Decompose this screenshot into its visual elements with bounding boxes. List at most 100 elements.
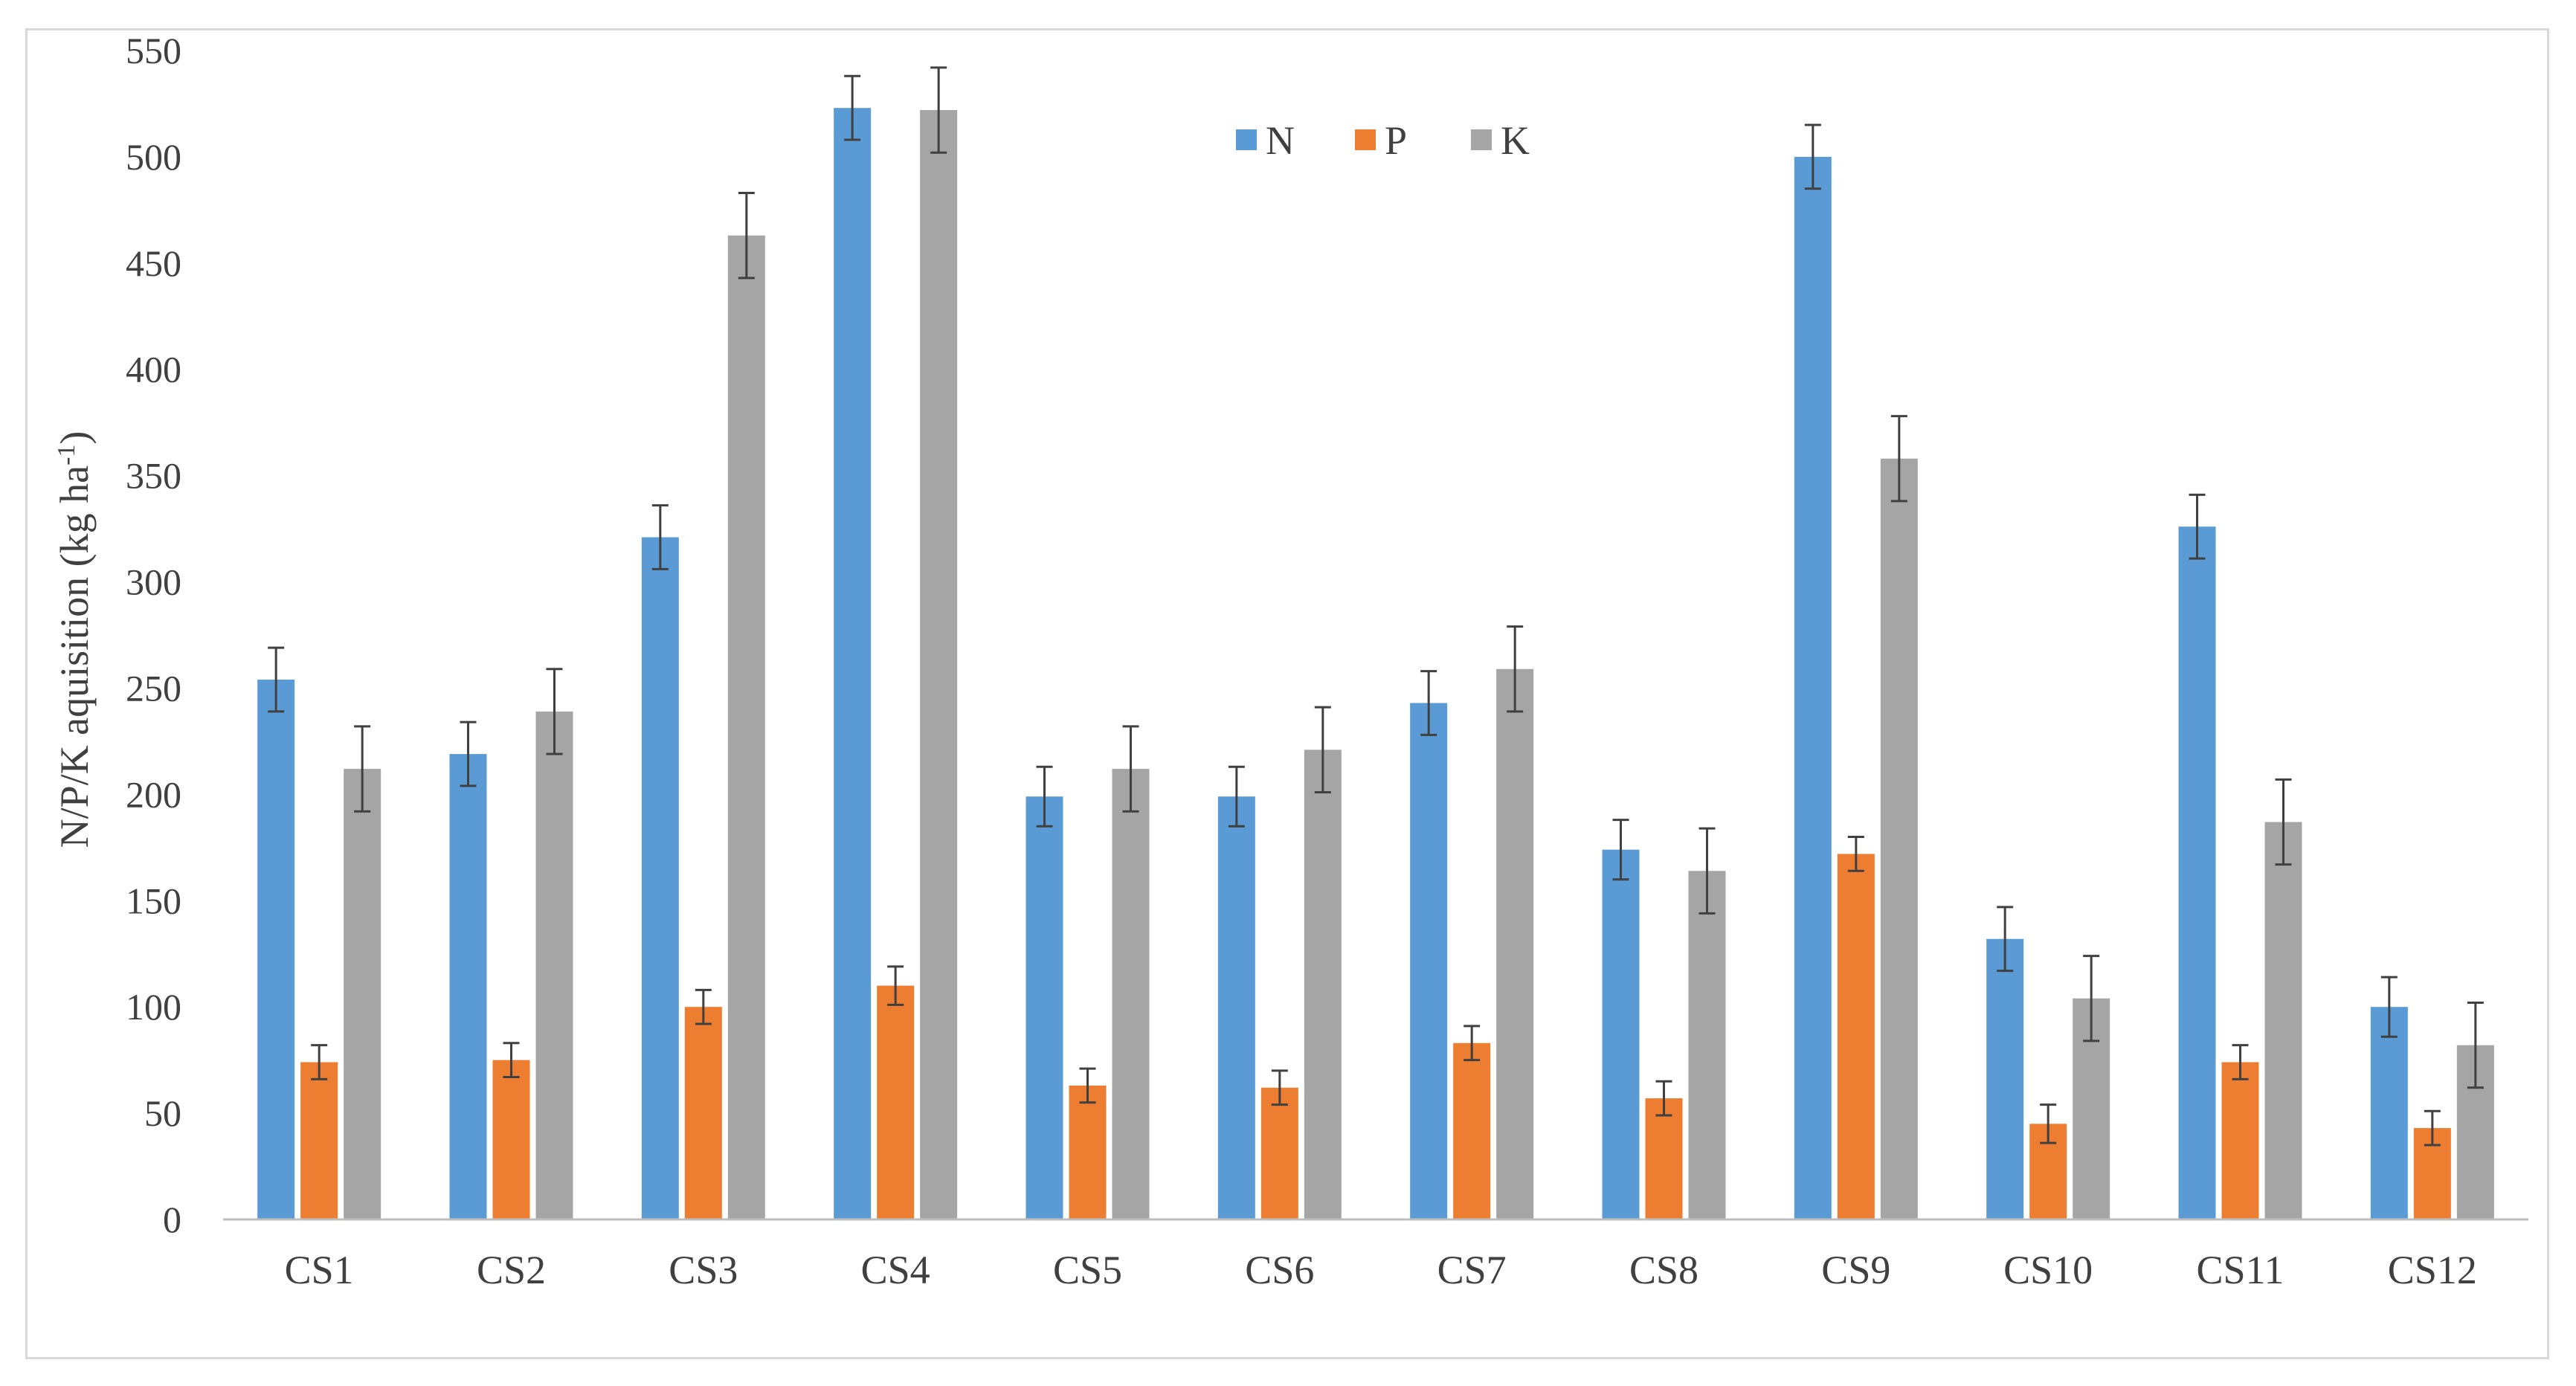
bar-N-CS11 (2178, 526, 2216, 1219)
bar-P-CS1 (300, 1062, 338, 1219)
error-bar-N-CS4 (844, 74, 861, 141)
x-tick-label: CS3 (669, 1248, 738, 1292)
error-bar-K-CS3 (738, 191, 755, 280)
x-tick-label: CS6 (1245, 1248, 1314, 1292)
error-bar-P-CS2 (503, 1042, 520, 1079)
bar-P-CS8 (1645, 1098, 1683, 1219)
legend-item-K: K (1471, 118, 1530, 163)
bar-N-CS1 (257, 680, 295, 1219)
bar-P-CS9 (1837, 854, 1875, 1219)
bars (257, 108, 2494, 1220)
error-bar-K-CS10 (2083, 955, 2100, 1042)
y-tick-label: 250 (126, 667, 181, 709)
error-bar-P-CS6 (1271, 1069, 1288, 1106)
legend-item-P: P (1355, 118, 1407, 163)
x-tick-label: CS1 (285, 1248, 354, 1292)
y-tick-label: 100 (126, 986, 181, 1028)
bar-K-CS3 (727, 235, 765, 1219)
legend-label: P (1385, 118, 1407, 163)
y-tick-label: 400 (126, 349, 181, 390)
x-tick-label: CS5 (1053, 1248, 1122, 1292)
x-tick-label: CS11 (2196, 1248, 2284, 1292)
error-bar-N-CS7 (1420, 670, 1437, 736)
y-axis-label: N/P/K aquisition (kg ha-1) (52, 431, 97, 848)
x-tick-label: CS2 (477, 1248, 546, 1292)
x-tick-label: CS10 (2003, 1248, 2093, 1292)
x-axis-labels: CS1 CS2 CS3 CS4 CS5 CS6 CS7 CS8 CS9 CS10 CS11 CS12 (285, 1248, 2477, 1292)
bar-K-CS9 (1880, 458, 1918, 1219)
bar-K-CS8 (1688, 871, 1726, 1219)
y-axis-label-text: N/P/K aquisition (kg ha (52, 465, 97, 848)
error-bar-K-CS11 (2275, 778, 2292, 866)
bar-P-CS5 (1069, 1085, 1107, 1219)
bar-N-CS9 (1794, 156, 1832, 1220)
error-bar-P-CS5 (1079, 1067, 1096, 1104)
bar-K-CS5 (1112, 769, 1150, 1219)
bar-N-CS12 (2370, 1007, 2408, 1219)
y-tick-label: 450 (126, 242, 181, 284)
legend-label: K (1501, 118, 1530, 163)
error-bar-N-CS9 (1804, 123, 1821, 190)
bar-N-CS8 (1602, 849, 1640, 1219)
error-bars (268, 66, 2484, 1147)
legend-item-N: N (1236, 118, 1295, 163)
error-bar-N-CS2 (460, 721, 477, 787)
error-bar-N-CS1 (268, 646, 285, 713)
error-bar-N-CS6 (1228, 765, 1245, 828)
x-tick-label: CS8 (1629, 1248, 1698, 1292)
legend-swatch (1236, 129, 1257, 150)
bar-N-CS6 (1217, 796, 1255, 1219)
error-bar-P-CS4 (887, 965, 904, 1006)
error-bar-K-CS4 (930, 66, 947, 154)
y-axis-label-close: ) (52, 431, 97, 445)
bar-P-CS2 (492, 1060, 530, 1219)
error-bar-N-CS8 (1612, 819, 1629, 881)
error-bar-K-CS7 (1507, 625, 1524, 713)
error-bar-P-CS12 (2424, 1109, 2441, 1147)
bar-N-CS2 (449, 754, 487, 1219)
bar-K-CS1 (344, 769, 381, 1219)
error-bar-K-CS2 (546, 668, 563, 755)
bar-N-CS3 (641, 537, 679, 1219)
error-bar-N-CS11 (2189, 493, 2206, 560)
error-bar-K-CS9 (1890, 415, 1907, 503)
error-bar-P-CS7 (1464, 1025, 1481, 1062)
y-axis-ticks: 0 50 100 150 200 250 300 350 400 450 500 550 (126, 30, 181, 1240)
x-tick-label: CS4 (861, 1248, 930, 1292)
error-bar-K-CS1 (354, 725, 371, 813)
error-bar-K-CS8 (1698, 827, 1716, 915)
bar-N-CS4 (834, 108, 872, 1220)
y-tick-label: 150 (126, 880, 181, 921)
bar-K-CS4 (920, 110, 958, 1220)
error-bar-N-CS10 (1997, 906, 2014, 973)
error-bar-P-CS3 (695, 988, 712, 1025)
bar-K-CS2 (535, 711, 573, 1219)
y-axis-label-superscript: -1 (53, 445, 80, 465)
bar-N-CS7 (1410, 703, 1448, 1219)
bar-K-CS6 (1304, 750, 1342, 1219)
error-bar-P-CS10 (2040, 1103, 2057, 1144)
error-bar-P-CS8 (1655, 1080, 1672, 1117)
y-tick-label: 500 (126, 136, 181, 178)
x-tick-label: CS7 (1437, 1248, 1507, 1292)
y-tick-label: 550 (126, 30, 181, 71)
bar-P-CS11 (2221, 1062, 2259, 1219)
bar-N-CS10 (1986, 938, 2024, 1219)
legend-swatch (1355, 129, 1376, 150)
x-tick-label: CS9 (1821, 1248, 1890, 1292)
y-tick-label: 200 (126, 773, 181, 815)
error-bar-P-CS1 (311, 1044, 328, 1080)
bar-P-CS3 (684, 1007, 722, 1219)
bar-K-CS11 (2264, 822, 2302, 1219)
bar-N-CS5 (1025, 796, 1063, 1219)
legend-swatch (1471, 129, 1492, 150)
y-tick-label: 50 (144, 1092, 181, 1134)
svg-text:N/P/K aquisition (kg ha-1): N/P/K aquisition (kg ha-1) (52, 431, 97, 848)
error-bar-K-CS12 (2467, 1001, 2484, 1089)
legend-label: N (1266, 118, 1295, 163)
bar-K-CS7 (1496, 668, 1534, 1219)
error-bar-N-CS3 (651, 504, 669, 570)
error-bar-K-CS6 (1314, 706, 1331, 794)
